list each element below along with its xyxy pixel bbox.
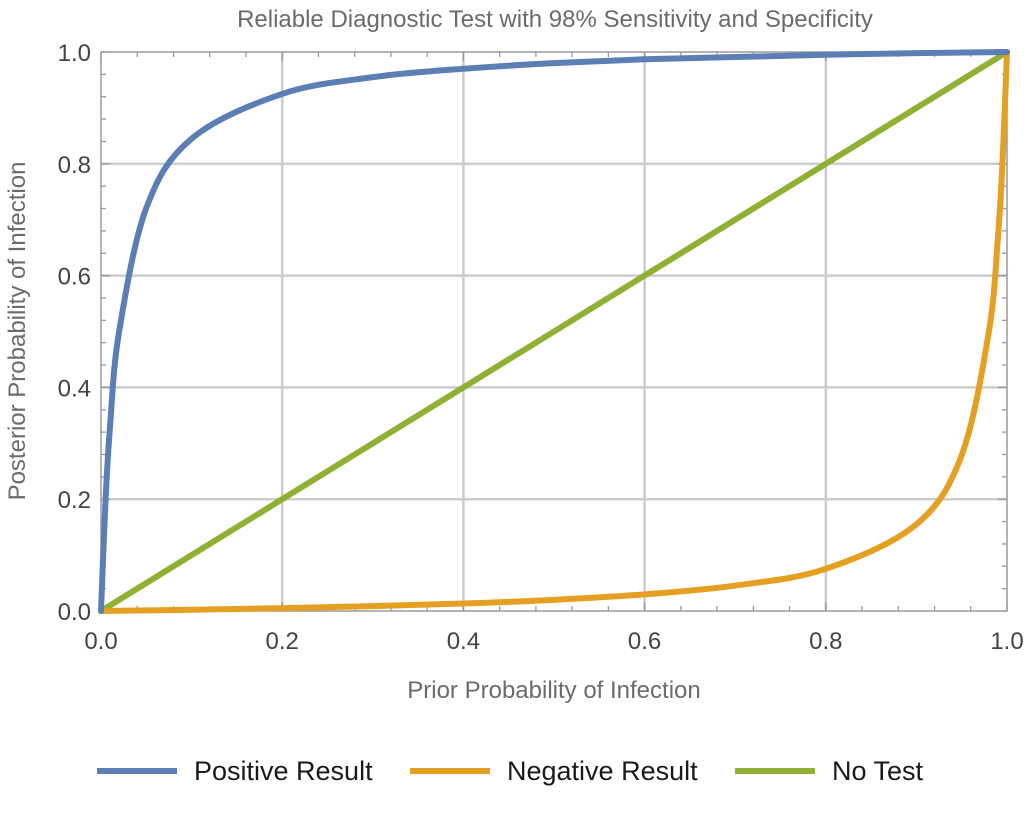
y-tick-label: 1.0 <box>58 40 91 67</box>
y-axis-label: Posterior Probability of Infection <box>4 162 31 501</box>
x-tick-label: 0.6 <box>628 628 661 655</box>
legend-label-no-test: No Test <box>832 756 924 786</box>
axis-ticks: 0.0 0.2 0.4 0.6 0.8 1.0 0.0 0.2 0.4 0.6 0.8 1.0 <box>58 40 1024 655</box>
y-tick-label: 0.2 <box>58 487 91 514</box>
plot-frame <box>100 51 1008 612</box>
x-tick-label: 1.0 <box>990 628 1023 655</box>
grid <box>101 52 1007 611</box>
series-lines <box>98 49 1010 614</box>
legend-label-positive-result: Positive Result <box>194 756 373 786</box>
x-tick-label: 0.0 <box>84 628 117 655</box>
series-line-negative-result <box>98 49 1010 614</box>
x-axis-label: Prior Probability of Infection <box>407 677 700 704</box>
y-tick-label: 0.6 <box>58 264 91 291</box>
legend: Positive Result Negative Result No Test <box>97 756 924 786</box>
x-tick-label: 0.2 <box>266 628 299 655</box>
y-tick-label: 0.0 <box>58 599 91 626</box>
series-line-positive-result <box>98 49 1010 614</box>
series-line-no-test <box>98 49 1010 614</box>
y-tick-label: 0.4 <box>58 375 91 402</box>
x-tick-label: 0.8 <box>809 628 842 655</box>
legend-label-negative-result: Negative Result <box>507 756 698 786</box>
x-tick-label: 0.4 <box>447 628 480 655</box>
y-tick-label: 0.8 <box>58 152 91 179</box>
chart-title: Reliable Diagnostic Test with 98% Sensit… <box>237 6 873 33</box>
